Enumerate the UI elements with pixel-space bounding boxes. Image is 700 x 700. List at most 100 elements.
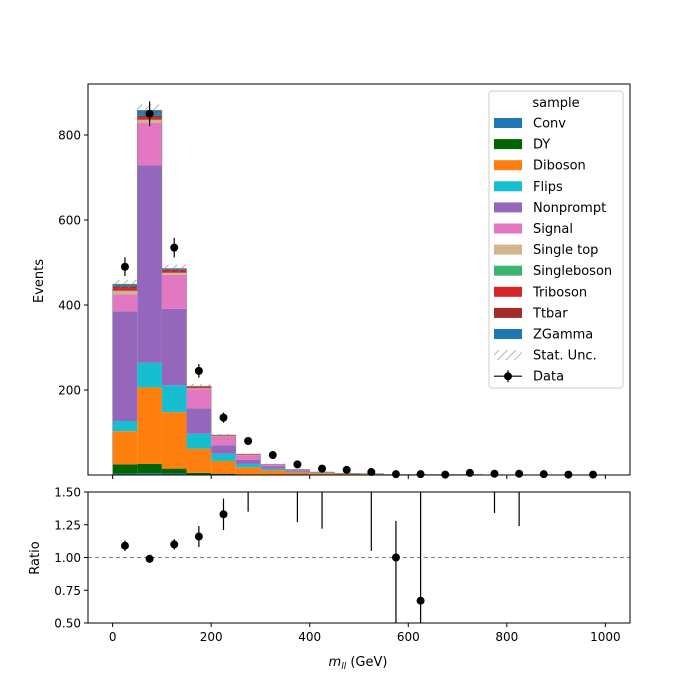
main-y-axis-ticks: 200 400 600 800 (58, 129, 88, 398)
data-point (416, 470, 425, 479)
ratio-point (219, 510, 228, 519)
legend-item: Flips (494, 180, 563, 195)
data-point (391, 470, 400, 479)
bar-dy (161, 468, 187, 474)
data-point (515, 469, 524, 478)
data-point (219, 413, 228, 422)
stat-unc-bin (260, 463, 286, 466)
bar-diboson (161, 412, 187, 469)
bar-signal (186, 389, 212, 409)
main-y-axis-label: Events (32, 259, 47, 303)
data-point (268, 451, 277, 460)
y-tick-label: 200 (58, 384, 81, 398)
bar-signal (161, 274, 187, 309)
y-tick-label: 0.50 (54, 617, 81, 631)
bar-diboson (211, 460, 236, 474)
y-tick-label: 1.50 (54, 486, 81, 500)
legend-swatch (494, 160, 522, 171)
legend-item: Signal (494, 222, 573, 237)
legend-box (488, 90, 624, 389)
y-tick-label: 600 (58, 214, 81, 228)
legend-swatch-hatch (494, 350, 522, 361)
bar-single-top (161, 273, 187, 275)
data-point (490, 469, 499, 478)
data-point (120, 262, 129, 271)
legend-data-marker (504, 372, 512, 381)
ratio-y-axis-label: Ratio (28, 541, 43, 574)
data-point (367, 468, 376, 477)
bar-conv (137, 473, 162, 475)
ratio-point (170, 540, 179, 549)
data-point (170, 243, 179, 252)
bar-nonprompt (260, 466, 286, 469)
main-plot-frame (87, 83, 631, 476)
bar-flips (112, 421, 138, 432)
x-tick-label: 600 (397, 630, 420, 644)
legend-item: Diboson (494, 159, 586, 174)
main-x-ticks (112, 475, 606, 479)
bar-signal (112, 294, 138, 312)
x-tick-label: 200 (200, 630, 223, 644)
ratio-point (416, 596, 425, 605)
data-point (318, 464, 327, 473)
y-tick-label: 0.75 (54, 584, 81, 598)
stat-unc-bin (235, 453, 261, 456)
bar-dy (211, 473, 236, 475)
bar-diboson (137, 387, 162, 464)
bar-nonprompt (235, 459, 261, 464)
legend-item: ZGamma (494, 328, 593, 343)
bar-signal (260, 464, 286, 467)
bar-nonprompt (211, 445, 236, 454)
legend-label: Ttbar (532, 306, 568, 321)
bar-flips (211, 453, 236, 461)
legend-item: Stat. Unc. (494, 349, 597, 364)
x-tick-label: 1000 (590, 630, 621, 644)
ratio-points (120, 492, 520, 623)
legend-swatch (494, 265, 522, 276)
bar-conv (112, 473, 138, 475)
legend-item: Data (494, 370, 564, 385)
bar-flips (285, 471, 310, 473)
y-tick-label: 400 (58, 299, 81, 313)
data-point (244, 437, 253, 445)
ratio-point (120, 541, 129, 550)
legend-item: Conv (494, 117, 566, 132)
bar-flips (235, 463, 261, 468)
bar-signal (137, 122, 162, 166)
legend-label: Conv (533, 117, 566, 132)
bar-nonprompt (137, 165, 162, 363)
ratio-point (194, 532, 203, 541)
legend-item: Triboson (494, 285, 587, 300)
bar-flips (260, 468, 286, 471)
bar-diboson (186, 448, 212, 473)
legend-item: Single top (494, 243, 598, 258)
ratio-plot-frame (87, 491, 631, 624)
legend-swatch (494, 307, 522, 318)
legend-label: Singleboson (533, 264, 612, 279)
legend-label: Diboson (533, 159, 586, 174)
stat-unc-bin (161, 264, 187, 273)
stat-unc-bin (285, 469, 310, 471)
ratio-point (145, 554, 154, 563)
bar-triboson (112, 288, 138, 291)
ratio-panel: 0 200 400 600 800 1000 0.50 0.75 1.00 1.25 1.50 R… (28, 486, 631, 672)
bar-nonprompt (112, 311, 138, 422)
data-point (145, 109, 154, 118)
bar-diboson (260, 470, 286, 475)
legend-swatch (494, 202, 522, 213)
bar-nonprompt (285, 470, 310, 472)
legend-swatch (494, 139, 522, 150)
y-tick-label: 1.25 (54, 518, 81, 532)
legend-label: Signal (533, 222, 573, 237)
stacked-histogram (112, 110, 606, 475)
bar-diboson (285, 472, 310, 475)
legend-label: Stat. Unc. (533, 349, 597, 364)
bar-flips (161, 385, 187, 413)
ratio-y-axis-ticks: 0.50 0.75 1.00 1.25 1.50 (54, 486, 88, 631)
bar-dy (137, 463, 162, 474)
bar-dy (186, 472, 212, 475)
legend-label: Data (533, 370, 564, 385)
data-point (194, 366, 203, 375)
legend-item: DY (494, 138, 550, 153)
